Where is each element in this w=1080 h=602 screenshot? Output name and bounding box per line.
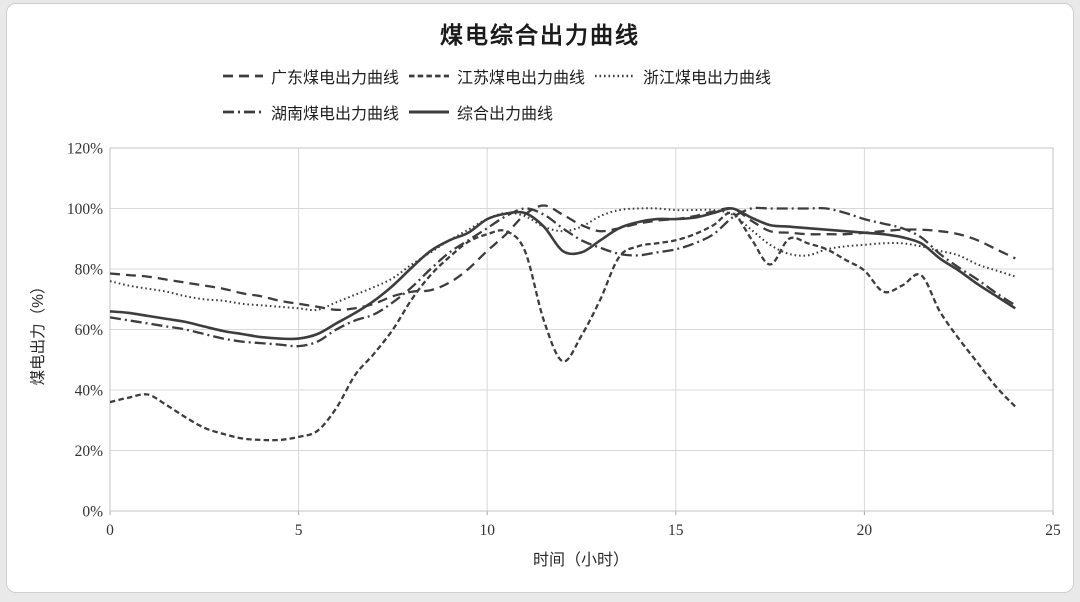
y-tick-label: 0% xyxy=(82,504,103,521)
y-axis-title: 煤电出力（%） xyxy=(30,278,47,386)
x-tick-label: 0 xyxy=(106,522,114,539)
x-axis-title: 时间（小时） xyxy=(532,552,630,569)
series-line-4 xyxy=(109,207,1016,341)
y-tick-label: 60% xyxy=(75,322,104,339)
y-tick-label: 120% xyxy=(67,141,103,158)
legend-item-jiangsu: 江苏煤电出力曲线 xyxy=(408,64,585,88)
legend-row-1: 广东煤电出力曲线 江苏煤电出力曲线 浙江煤电出力曲线 xyxy=(222,64,771,88)
legend-row-2: 湖南煤电出力曲线 综合出力曲线 xyxy=(222,100,553,124)
legend-label-hunan: 湖南煤电出力曲线 xyxy=(271,106,400,123)
x-tick-label: 20 xyxy=(857,522,873,539)
legend-item-zhejiang: 浙江煤电出力曲线 xyxy=(594,64,771,88)
legend-label-jiangsu: 江苏煤电出力曲线 xyxy=(457,70,586,87)
series-line-0 xyxy=(109,204,1016,312)
legend-item-guangdong: 广东煤电出力曲线 xyxy=(222,64,399,88)
solid-line-sample-icon xyxy=(409,110,450,114)
legend-label-composite: 综合出力曲线 xyxy=(457,106,554,123)
x-tick-label: 5 xyxy=(295,522,303,539)
legend-label-guangdong: 广东煤电出力曲线 xyxy=(271,70,400,87)
legend-item-composite: 综合出力曲线 xyxy=(408,100,553,124)
legend-label-zhejiang: 浙江煤电出力曲线 xyxy=(643,70,772,87)
y-tick-label: 80% xyxy=(75,262,104,279)
chart-title: 煤电综合出力曲线 xyxy=(440,23,640,48)
y-tick-label: 20% xyxy=(75,443,104,460)
x-tick-label: 15 xyxy=(668,522,684,539)
x-tick-label: 25 xyxy=(1045,522,1061,539)
dash-line-sample-icon xyxy=(223,74,263,78)
dense-dash-line-sample-icon xyxy=(409,74,450,78)
y-tick-label: 100% xyxy=(67,201,103,218)
dash-dot-line-sample-icon xyxy=(223,110,263,114)
series-line-1 xyxy=(109,211,1017,442)
legend-item-hunan: 湖南煤电出力曲线 xyxy=(222,100,399,124)
figure-card xyxy=(6,3,1074,593)
series-line-3 xyxy=(109,206,1016,348)
series-line-2 xyxy=(109,207,1016,312)
y-tick-label: 40% xyxy=(75,383,104,400)
x-tick-label: 10 xyxy=(479,522,495,539)
